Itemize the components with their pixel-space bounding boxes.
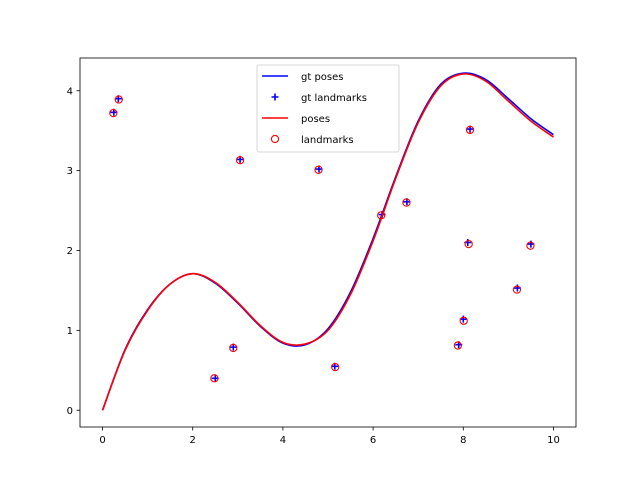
legend-label-landmarks: landmarks [301, 135, 354, 146]
x-tick-label: 0 [99, 435, 105, 446]
point-landmarks [377, 211, 386, 220]
y-tick-label: 1 [67, 326, 73, 337]
series-line-poses [101, 73, 554, 411]
x-tick-label: 6 [370, 435, 376, 446]
legend-handle-landmarks [270, 134, 280, 144]
y-tick-label: 3 [67, 166, 73, 177]
axes: 0 2 4 6 8 10 0 1 2 3 4 [67, 57, 577, 446]
point-landmarks [235, 156, 245, 165]
x-tick-label: 10 [547, 435, 560, 446]
point-landmarks [526, 241, 535, 250]
x-tick-label: 8 [460, 435, 466, 446]
point-landmarks [210, 374, 219, 383]
point-landmarks [512, 285, 522, 294]
point-landmarks [314, 165, 323, 174]
point-landmarks [465, 125, 475, 135]
legend-label-gt-poses: gt poses [301, 72, 344, 83]
legend-handle-gt-landmarks [271, 93, 279, 101]
legend-label-poses: poses [301, 114, 330, 125]
point-landmarks [402, 198, 411, 207]
y-tick-label: 4 [67, 86, 73, 97]
legend-box [256, 64, 400, 153]
plot-area [101, 72, 554, 411]
y-tick-label: 0 [67, 406, 73, 417]
point-landmarks [459, 316, 468, 325]
x-tick-label: 4 [280, 435, 286, 446]
legend-label-gt-landmarks: gt landmarks [301, 93, 367, 104]
point-landmarks [109, 108, 118, 118]
x-tick-label: 2 [190, 435, 196, 446]
point-landmarks [229, 343, 238, 353]
y-tick-label: 2 [67, 246, 73, 257]
axes-frame [79, 57, 577, 428]
point-landmarks [464, 239, 473, 249]
point-landmarks [114, 95, 123, 104]
point-landmarks [331, 362, 340, 372]
point-landmarks [453, 341, 463, 350]
legend: gt poses gt landmarks poses landmarks [256, 64, 400, 153]
